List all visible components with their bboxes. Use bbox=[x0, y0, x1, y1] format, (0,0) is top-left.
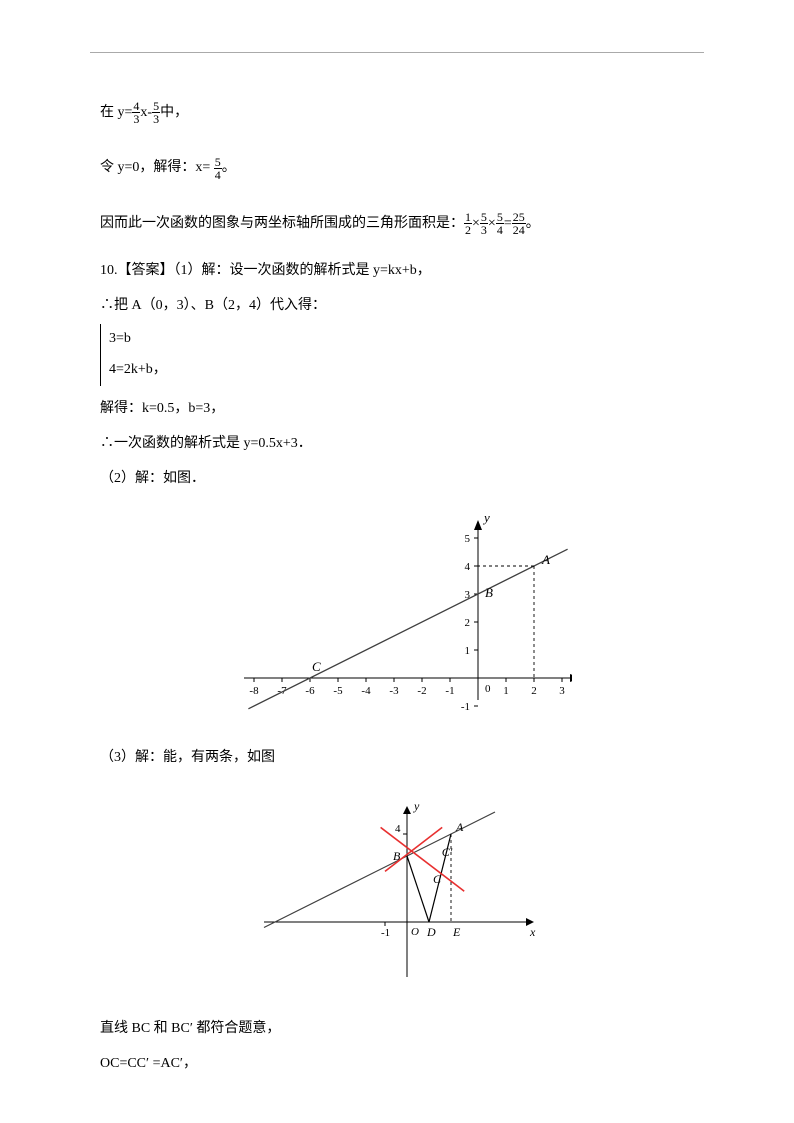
l3-f1: 12 bbox=[464, 211, 472, 236]
svg-text:1: 1 bbox=[503, 685, 509, 697]
svg-text:-5: -5 bbox=[333, 685, 343, 697]
page-rule bbox=[90, 52, 704, 53]
l1-mid: x- bbox=[140, 105, 152, 120]
l3-pre: 因而此一次函数的图象与两坐标轴所围成的三角形面积是： bbox=[100, 216, 464, 231]
l2-f1: 54 bbox=[214, 156, 222, 181]
svg-text:2: 2 bbox=[531, 685, 537, 697]
svg-text:3: 3 bbox=[559, 685, 565, 697]
line-1: 在 y=43x-53中， bbox=[100, 100, 694, 125]
l2-post: 。 bbox=[222, 160, 236, 175]
svg-text:B: B bbox=[393, 849, 401, 863]
brace-system: 3=b 4=2k+b， bbox=[100, 324, 694, 386]
svg-text:-1: -1 bbox=[461, 701, 470, 713]
q10-solve: 解得：k=0.5，b=3， bbox=[100, 396, 694, 421]
l1-pre: 在 y= bbox=[100, 105, 132, 120]
l3-t2: × bbox=[488, 216, 496, 231]
svg-text:x: x bbox=[529, 925, 536, 939]
svg-text:A: A bbox=[541, 552, 550, 567]
q10-p2: （2）解：如图． bbox=[100, 466, 694, 491]
svg-text:D: D bbox=[426, 925, 436, 939]
svg-text:2: 2 bbox=[465, 617, 471, 629]
q10-end1: 直线 BC 和 BC′ 都符合题意， bbox=[100, 1016, 694, 1041]
l3-f3: 54 bbox=[496, 211, 504, 236]
svg-text:O: O bbox=[411, 926, 419, 938]
svg-text:-1: -1 bbox=[381, 927, 390, 939]
svg-text:0: 0 bbox=[485, 683, 491, 695]
svg-text:A: A bbox=[455, 820, 464, 834]
l3-t3: = bbox=[504, 216, 512, 231]
svg-text:B: B bbox=[485, 585, 493, 600]
l3-post: 。 bbox=[526, 216, 540, 231]
q10-head: 10.【答案】（1）解：设一次函数的解析式是 y=kx+b， bbox=[100, 258, 694, 283]
svg-text:C': C' bbox=[442, 845, 453, 859]
svg-text:y: y bbox=[413, 799, 420, 813]
eq2: 4=2k+b， bbox=[109, 355, 694, 386]
figure-2: -1 4y x O A B CC' D E bbox=[100, 782, 694, 991]
svg-text:-2: -2 bbox=[417, 685, 426, 697]
svg-text:-8: -8 bbox=[249, 685, 259, 697]
l3-f4: 2524 bbox=[512, 211, 526, 236]
svg-text:1: 1 bbox=[465, 645, 471, 657]
svg-text:C: C bbox=[433, 872, 442, 886]
svg-text:-1: -1 bbox=[445, 685, 454, 697]
svg-text:-3: -3 bbox=[389, 685, 399, 697]
q10-sub: ∴把 A（0，3）、B（2，4）代入得： bbox=[100, 293, 694, 318]
line-2: 令 y=0，解得：x= 54。 bbox=[100, 155, 694, 180]
svg-text:-4: -4 bbox=[361, 685, 371, 697]
svg-text:-7: -7 bbox=[277, 685, 287, 697]
eq1: 3=b bbox=[109, 324, 694, 355]
q10-concl: ∴一次函数的解析式是 y=0.5x+3． bbox=[100, 431, 694, 456]
figure-1: -8-7-6-5-4-3-2-1123-1123450yxABC bbox=[100, 503, 694, 732]
svg-text:-6: -6 bbox=[305, 685, 315, 697]
svg-text:4: 4 bbox=[465, 561, 471, 573]
q10-p3: （3）解：能，有两条，如图 bbox=[100, 745, 694, 770]
svg-text:C: C bbox=[312, 659, 321, 674]
l2-pre: 令 y=0，解得：x= bbox=[100, 160, 214, 175]
svg-text:E: E bbox=[452, 925, 461, 939]
l1-post: 中， bbox=[160, 105, 188, 120]
l3-t1: × bbox=[472, 216, 480, 231]
line-3: 因而此一次函数的图象与两坐标轴所围成的三角形面积是：12×53×54=2524。 bbox=[100, 211, 694, 236]
svg-text:4: 4 bbox=[395, 823, 401, 835]
l1-f2: 53 bbox=[152, 100, 160, 125]
svg-text:y: y bbox=[482, 510, 490, 525]
l3-f2: 53 bbox=[480, 211, 488, 236]
q10-end2: OC=CC′ =AC′， bbox=[100, 1051, 694, 1076]
svg-text:5: 5 bbox=[465, 533, 471, 545]
